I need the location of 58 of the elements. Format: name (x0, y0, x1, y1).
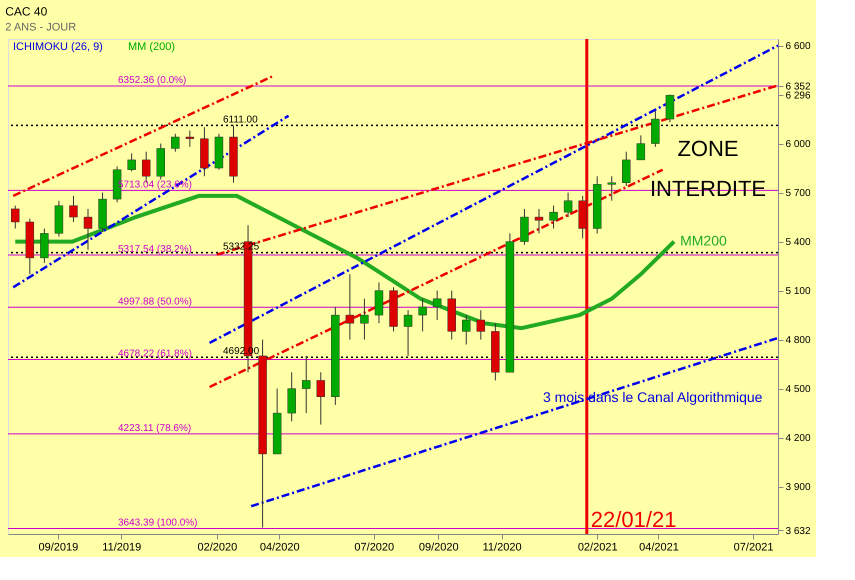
ref-line-label: 4223.11 (78.6%) (118, 422, 192, 434)
candlestick (11, 205, 20, 230)
candlestick (622, 151, 631, 187)
candlestick (607, 176, 616, 202)
candlestick (432, 290, 442, 320)
y-tick-label: 3 900 (786, 482, 811, 494)
candlestick (636, 134, 646, 160)
ref-line-label: 6352.36 (0.0%) (118, 74, 186, 86)
x-tick-label: 09/2020 (418, 542, 459, 554)
y-tick-label: 6 000 (786, 139, 811, 150)
y-tick-label: 4 200 (786, 433, 811, 444)
y-tick-label: 5 400 (786, 237, 811, 248)
ref-line-label: 6111.00 (223, 114, 258, 126)
x-tick-label: 09/2019 (38, 542, 78, 554)
annotation: MM (200) (128, 41, 176, 53)
annotation: 3 mois dans le Canal Algorithmique (543, 389, 763, 405)
candlestick (346, 274, 354, 340)
x-tick-label: 11/2020 (482, 542, 522, 554)
series-label: MM200 (680, 232, 727, 249)
x-tick-label: 07/2020 (354, 542, 394, 554)
annotation: ICHIMOKU (26, 9) (13, 41, 103, 53)
candlestick (462, 314, 471, 345)
chart-title: CAC 40 (5, 4, 48, 18)
candlestick (316, 372, 326, 426)
y-tick-label: 4 800 (786, 335, 811, 346)
chart-subtitle: 2 ANS - JOUR (5, 22, 76, 34)
candlestick (360, 298, 369, 340)
candlestick (186, 130, 194, 148)
y-tick-label: 5 100 (786, 286, 811, 298)
y-tick-label: 6 600 (786, 41, 811, 52)
candlestick (534, 208, 544, 234)
candlestick (549, 205, 558, 230)
candlestick (69, 195, 78, 222)
y-tick-label: 5 700 (786, 188, 811, 200)
candlestick (476, 310, 486, 340)
candlestick (418, 298, 427, 332)
ref-line-label: 22/01/21 (590, 507, 676, 532)
candlestick (171, 133, 180, 152)
x-tick-label: 02/2020 (197, 542, 238, 554)
candlestick (127, 152, 136, 172)
candlestick (564, 192, 572, 218)
y-tick-label: 6 296 (786, 90, 811, 102)
ref-line-label: 4997.88 (50.0%) (118, 296, 192, 308)
y-tick-label: 3 632 (786, 526, 811, 537)
x-tick-label: 04/2020 (260, 542, 300, 554)
y-tick-label: 6 352 (786, 82, 811, 93)
x-tick-label: 07/2021 (734, 542, 774, 554)
candlestick (666, 94, 674, 123)
x-tick-label: 02/2021 (578, 542, 618, 554)
y-tick-label: 4 500 (786, 384, 811, 396)
ref-line-label: 4678.22 (61.8%) (118, 348, 192, 360)
ref-line-label: 3643.39 (100.0%) (118, 518, 198, 529)
x-tick-label: 04/2021 (639, 542, 679, 554)
candlestick (302, 355, 310, 414)
candlestick (84, 208, 92, 250)
x-tick-label: 11/2019 (102, 542, 142, 554)
candlestick (404, 310, 412, 356)
ref-line-label: 5317.54 (38.2%) (118, 244, 192, 256)
